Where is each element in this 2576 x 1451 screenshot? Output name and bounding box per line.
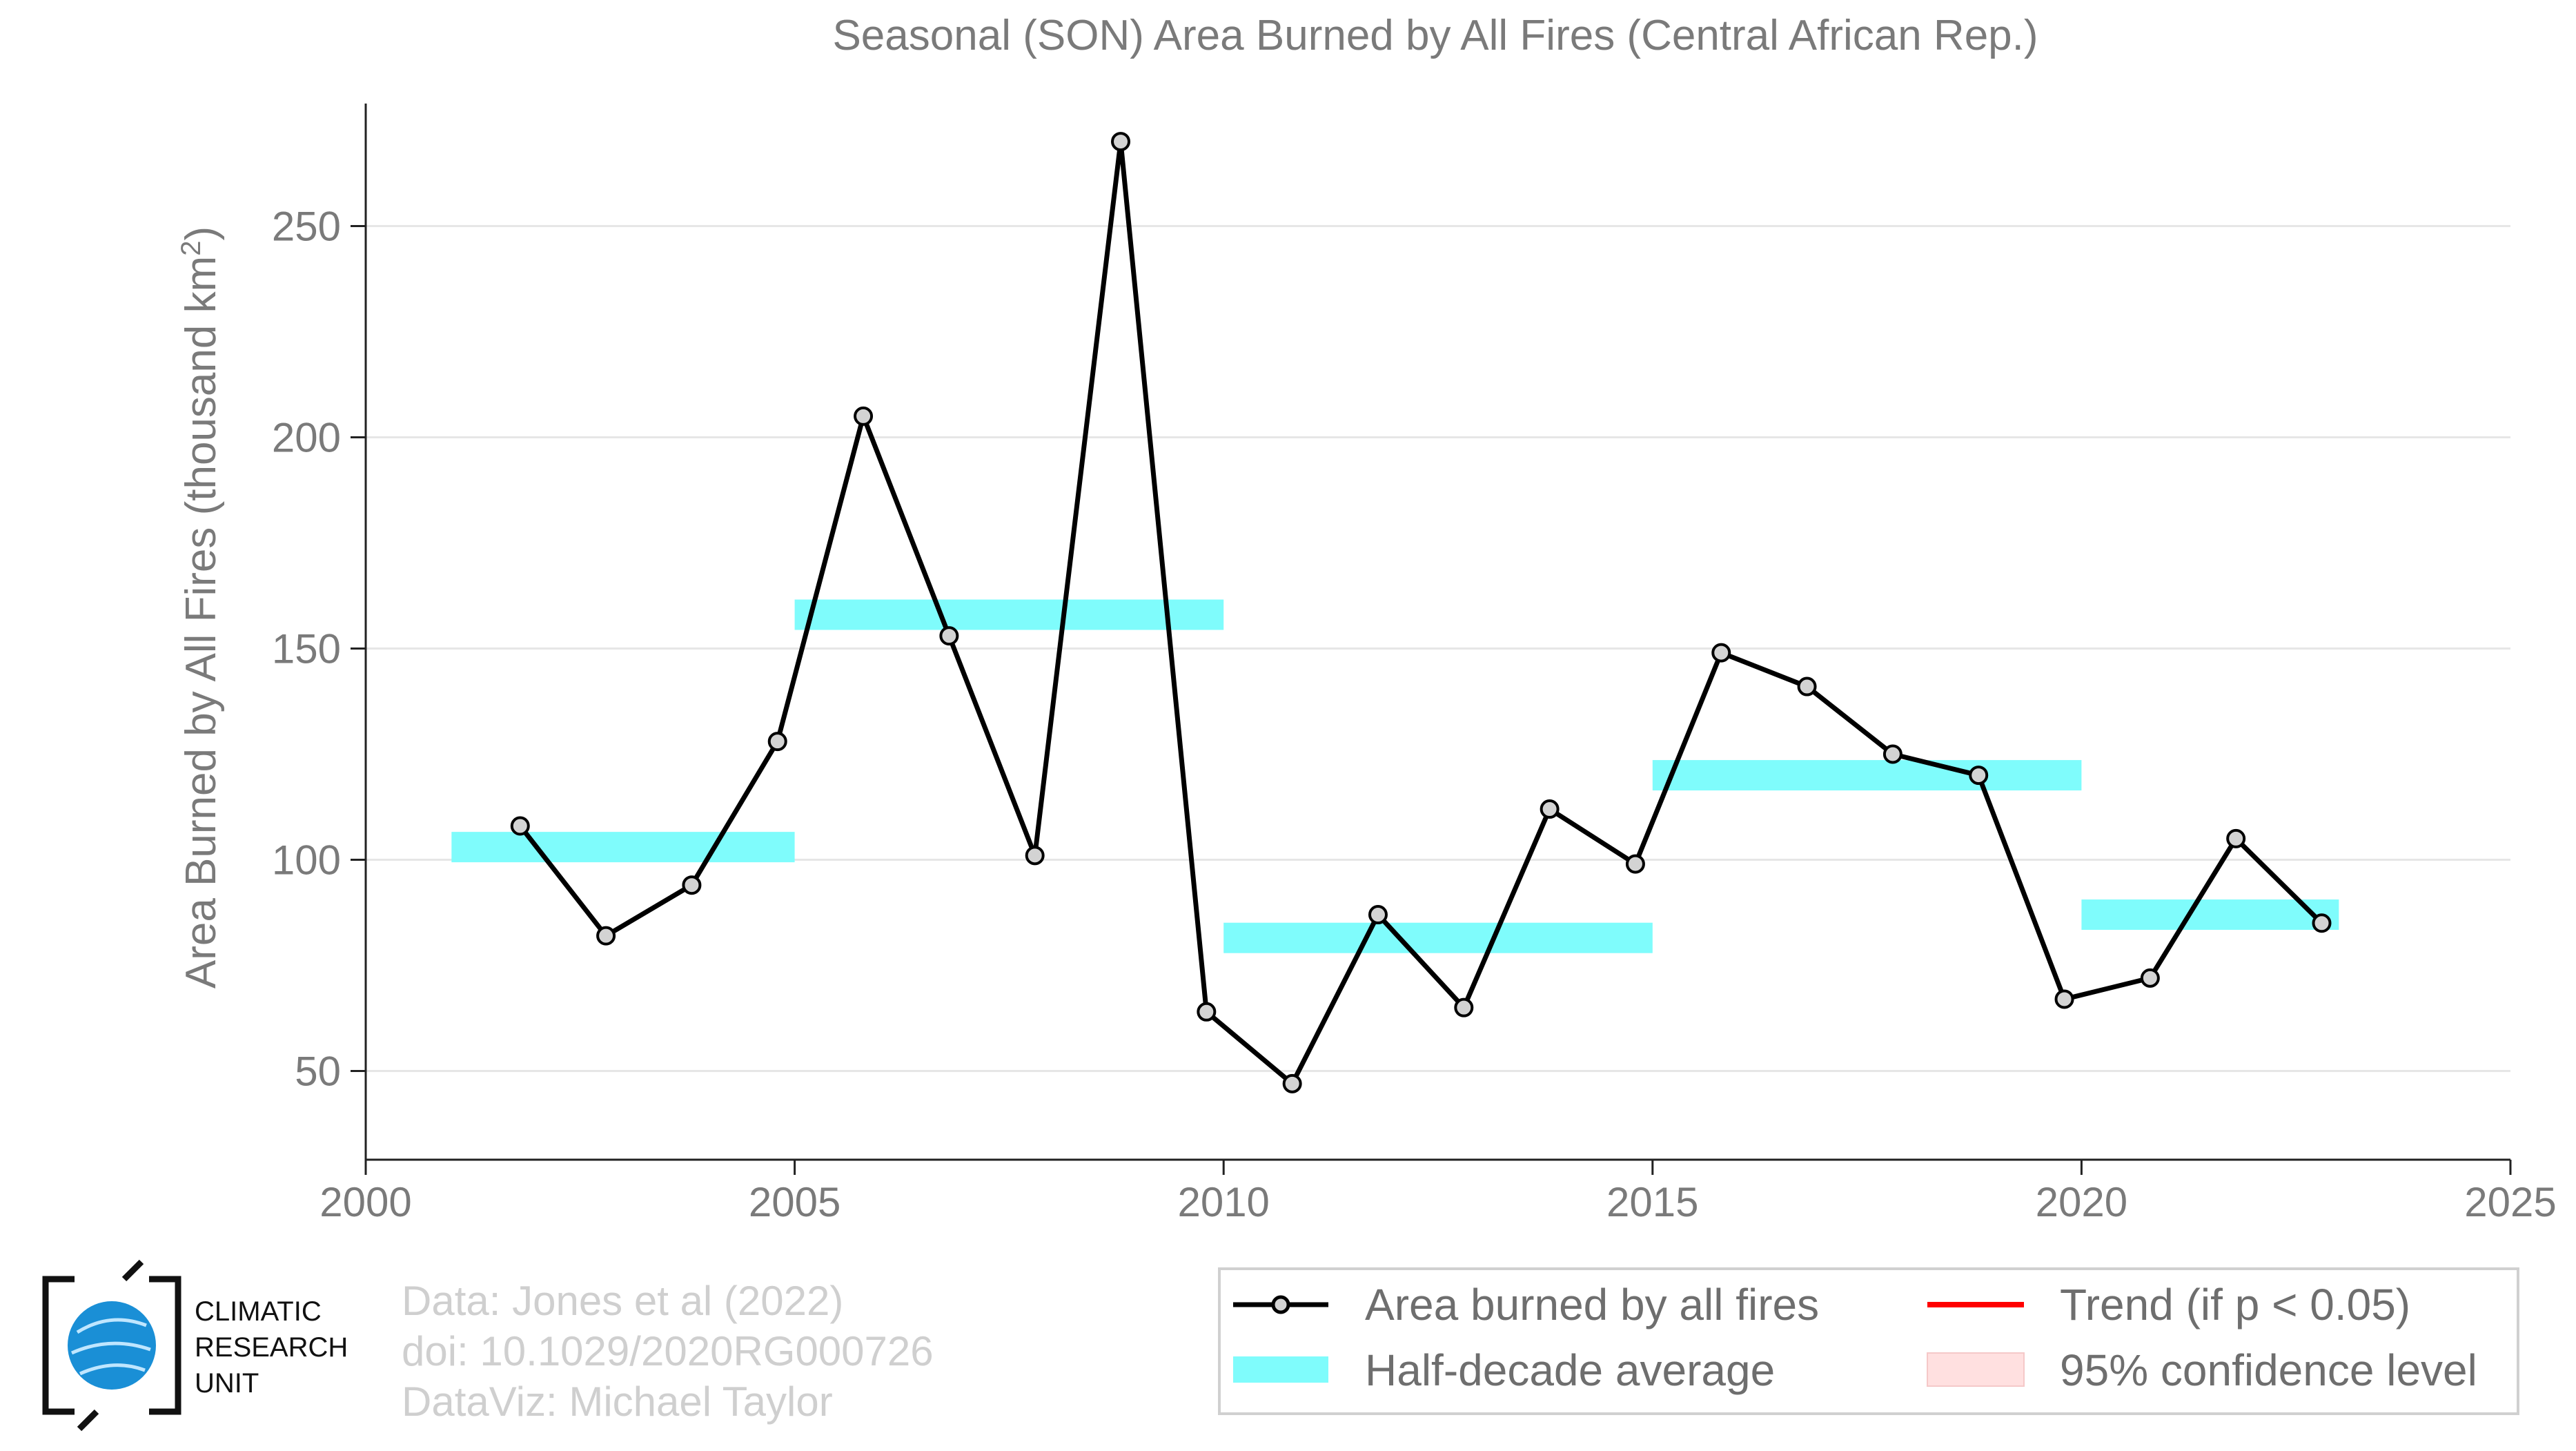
legend-label-half-decade: Half-decade average bbox=[1365, 1345, 1775, 1395]
data-point-1 bbox=[596, 926, 616, 946]
x-tick-label-2005: 2005 bbox=[749, 1179, 840, 1225]
logo-line-1: CLIMATIC bbox=[195, 1296, 322, 1327]
legend-swatch-confidence bbox=[1927, 1352, 2025, 1387]
credits: Data: Jones et al (2022) doi: 10.1029/20… bbox=[402, 1278, 934, 1425]
x-tick-label-2000: 2000 bbox=[319, 1179, 411, 1225]
data-point-8 bbox=[1197, 1002, 1217, 1022]
chart-title: Seasonal (SON) Area Burned by All Fires … bbox=[832, 12, 2038, 59]
data-point-0 bbox=[510, 816, 530, 836]
data-point-2 bbox=[682, 875, 702, 895]
x-tick-label-2025: 2025 bbox=[2464, 1179, 2556, 1225]
data-point-11 bbox=[1454, 997, 1474, 1017]
half-decade-bar-3 bbox=[1652, 760, 2082, 791]
credit-doi: doi: 10.1029/2020RG000726 bbox=[402, 1328, 934, 1374]
data-point-16 bbox=[1882, 744, 1902, 764]
logo-slash-top bbox=[121, 1259, 144, 1282]
series-line-0 bbox=[518, 139, 2323, 1087]
y-axis-title: Area Burned by All Fires (thousand km2) bbox=[176, 226, 225, 989]
x-tick-labels: 2000 2005 2010 2015 2020 2025 bbox=[319, 1160, 2557, 1225]
legend-swatch-half-decade bbox=[1233, 1356, 1328, 1383]
data-point-14 bbox=[1711, 643, 1731, 663]
y-tick-label-250: 250 bbox=[272, 203, 341, 249]
data-point-4 bbox=[854, 406, 874, 426]
x-tick-label-2010: 2010 bbox=[1177, 1179, 1269, 1225]
half-decade-bar-0 bbox=[451, 832, 795, 863]
half-decade-averages bbox=[451, 599, 2339, 953]
data-point-6 bbox=[1025, 846, 1045, 866]
logo-bracket-left bbox=[42, 1276, 75, 1415]
data-point-21 bbox=[2312, 913, 2332, 933]
data-point-12 bbox=[1540, 799, 1560, 819]
data-point-15 bbox=[1797, 676, 1817, 697]
y-tick-label-100: 100 bbox=[272, 837, 341, 883]
axes bbox=[364, 104, 2510, 1161]
data-point-10 bbox=[1368, 905, 1388, 925]
legend-label-confidence: 95% confidence level bbox=[2060, 1345, 2477, 1395]
logo-slash-bottom bbox=[77, 1409, 99, 1432]
globe-swirl bbox=[70, 1318, 151, 1376]
legend: Area burned by all fires Trend (if p < 0… bbox=[1218, 1267, 2519, 1415]
logo-line-2: RESEARCH bbox=[195, 1332, 348, 1363]
y-tick-label-150: 150 bbox=[272, 625, 341, 672]
half-decade-bar-2 bbox=[1223, 922, 1653, 953]
credit-data: Data: Jones et al (2022) bbox=[402, 1278, 843, 1324]
y-tick-label-200: 200 bbox=[272, 414, 341, 460]
cru-logo: CLIMATIC RESEARCH UNIT bbox=[42, 1259, 348, 1432]
data-point-13 bbox=[1625, 854, 1645, 874]
data-point-19 bbox=[2140, 968, 2160, 988]
x-tick-label-2020: 2020 bbox=[2036, 1179, 2127, 1225]
legend-label-trend: Trend (if p < 0.05) bbox=[2060, 1280, 2410, 1330]
legend-label-area-burned: Area burned by all fires bbox=[1365, 1280, 1819, 1330]
data-point-9 bbox=[1282, 1073, 1302, 1093]
credit-dataviz: DataViz: Michael Taylor bbox=[402, 1379, 833, 1425]
data-point-5 bbox=[939, 626, 959, 646]
half-decade-bar-1 bbox=[794, 599, 1224, 630]
data-point-17 bbox=[1969, 766, 1989, 786]
data-point-7 bbox=[1111, 132, 1131, 152]
logo-bracket-right bbox=[149, 1276, 181, 1415]
x-tick-label-2015: 2015 bbox=[1606, 1179, 1698, 1225]
y-tick-labels: 50 100 150 200 250 bbox=[272, 203, 366, 1094]
data-point-20 bbox=[2226, 828, 2246, 848]
y-tick-label-50: 50 bbox=[295, 1048, 341, 1094]
data-point-3 bbox=[767, 732, 787, 752]
data-point-18 bbox=[2054, 989, 2074, 1009]
legend-marker-area-burned bbox=[1271, 1295, 1290, 1314]
logo-line-3: UNIT bbox=[195, 1368, 259, 1399]
legend-box bbox=[1218, 1267, 2519, 1415]
half-decade-bar-4 bbox=[2081, 899, 2339, 931]
series-area-burned bbox=[510, 132, 2332, 1093]
